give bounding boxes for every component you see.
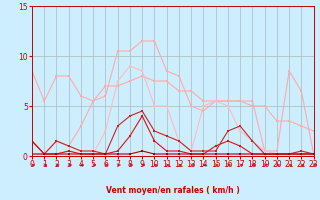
X-axis label: Vent moyen/en rafales ( km/h ): Vent moyen/en rafales ( km/h ): [106, 186, 240, 195]
